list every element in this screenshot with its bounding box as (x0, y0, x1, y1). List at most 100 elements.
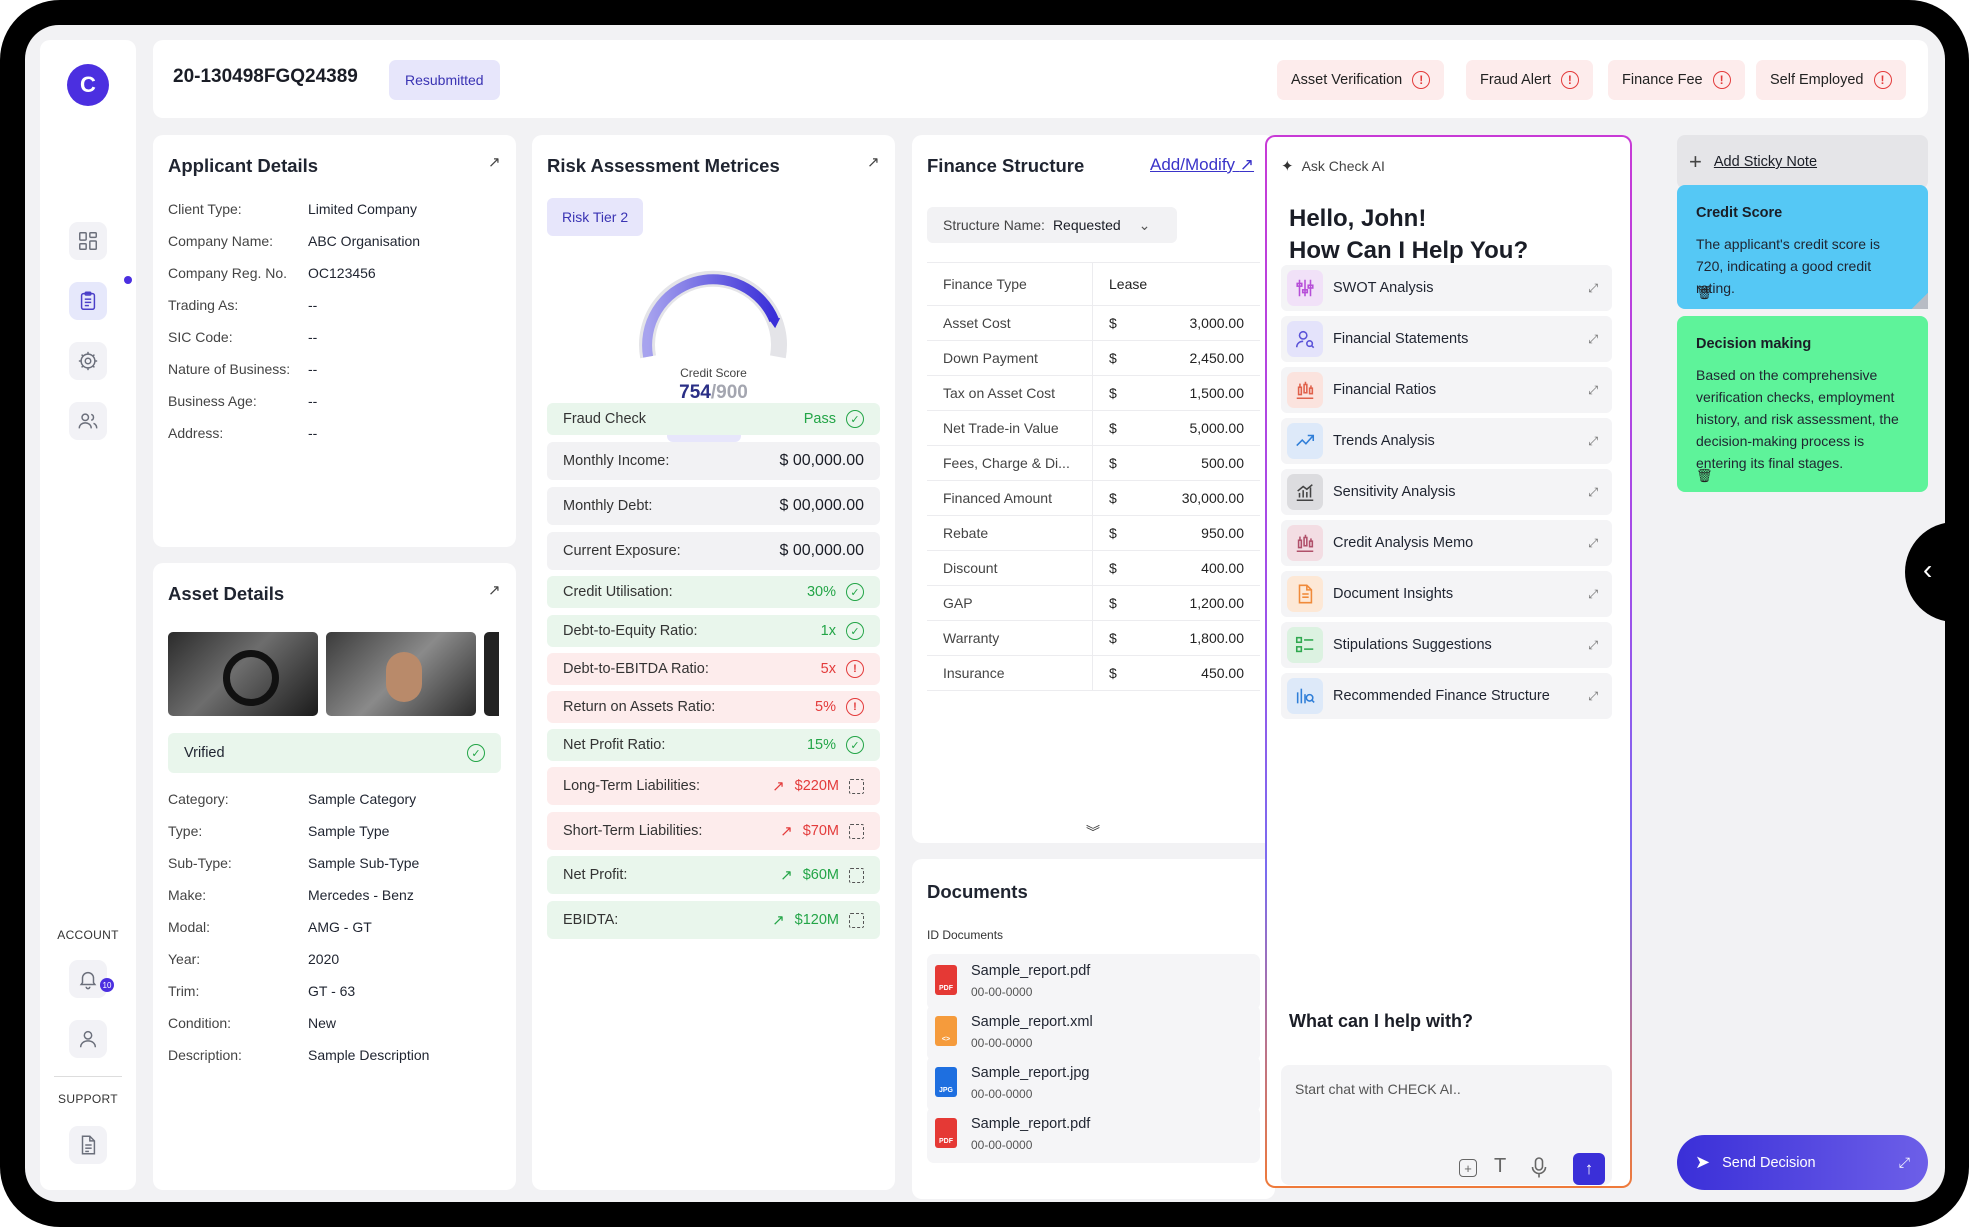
metric-value: ↗ $120M (772, 911, 864, 929)
document-item[interactable]: PDF Sample_report.pdf 00-00-0000 (927, 954, 1260, 1010)
nav-users[interactable] (69, 402, 107, 440)
asset-photo-key[interactable] (326, 632, 476, 716)
expand-icon[interactable]: ⤢ (1588, 280, 1598, 295)
alert-fraud[interactable]: Fraud Alert! (1466, 60, 1593, 100)
alert-asset-verification[interactable]: Asset Verification! (1277, 60, 1445, 100)
nav-dashboard[interactable] (69, 222, 107, 260)
applicant-details-title: Applicant Details (168, 155, 319, 176)
ai-action-item[interactable]: Stipulations Suggestions ⤢ (1281, 622, 1612, 668)
finance-row-value: 1,200.00 (1189, 595, 1245, 611)
asset-photo-interior[interactable] (168, 632, 318, 716)
nav-notifications[interactable] (69, 960, 107, 998)
sticky-note[interactable]: Credit Score The applicant's credit score… (1677, 185, 1928, 309)
microphone-icon[interactable] (1531, 1157, 1547, 1179)
sticky-note[interactable]: Decision making Based on the comprehensiv… (1677, 316, 1928, 492)
app-logo[interactable]: C (67, 64, 109, 106)
ai-greeting: Hello, John! How Can I Help You? (1289, 203, 1528, 267)
ai-action-item[interactable]: SWOT Analysis ⤢ (1281, 265, 1612, 311)
send-decision-button[interactable]: ➤ Send Decision ⤢ (1677, 1135, 1928, 1190)
metric-label: Monthly Debt: (563, 498, 653, 514)
text-format-icon[interactable]: T (1494, 1155, 1507, 1177)
expand-icon[interactable]: ⤢ (1588, 382, 1598, 397)
nav-profile[interactable] (69, 1020, 107, 1058)
asset-photo-partial[interactable] (484, 632, 499, 716)
finance-row: Rebate $950.00 (927, 516, 1260, 551)
arrow-up-right-icon: ↗ (1239, 155, 1255, 174)
document-item[interactable]: PDF Sample_report.pdf 00-00-0000 (927, 1107, 1260, 1163)
alert-finance-fee[interactable]: Finance Fee! (1608, 60, 1745, 100)
metric-row: Fraud Check Pass ✓ (547, 403, 880, 435)
alert-icon: ! (1560, 71, 1579, 89)
expand-frame-icon[interactable] (849, 912, 864, 928)
add-modify-link[interactable]: Add/Modify ↗ (1150, 155, 1254, 175)
document-item[interactable]: <> Sample_report.xml 00-00-0000 (927, 1005, 1260, 1061)
notification-count-badge: 10 (100, 978, 114, 992)
collapse-panel-tab[interactable]: ‹ (1905, 522, 1945, 622)
expand-arrow-icon[interactable]: ↗ (867, 154, 880, 171)
chat-input-box[interactable]: Start chat with CHECK AI.. + T ↑ (1281, 1065, 1612, 1185)
credit-score-gauge (639, 270, 787, 359)
metric-row: Return on Assets Ratio: 5%! (547, 691, 880, 723)
document-item[interactable]: JPG Sample_report.jpg 00-00-0000 (927, 1056, 1260, 1112)
field-value: -- (308, 361, 318, 377)
support-section-label: SUPPORT (58, 1092, 118, 1106)
metric-value: ↗ $220M (772, 777, 864, 795)
metric-value-text: $120M (794, 912, 839, 928)
expand-frame-icon[interactable] (849, 823, 864, 839)
dashboard-icon (79, 232, 97, 250)
finance-row-value: 450.00 (1201, 665, 1244, 681)
expand-frame-icon[interactable] (849, 778, 864, 794)
trash-icon[interactable]: 🗑 (1696, 468, 1713, 483)
metric-row: Short-Term Liabilities: ↗ $70M (547, 812, 880, 850)
expand-icon[interactable]: ⤢ (1588, 535, 1598, 550)
finance-row: Fees, Charge & Di... $500.00 (927, 446, 1260, 481)
attach-icon[interactable]: + (1459, 1159, 1477, 1177)
expand-icon[interactable]: ⤢ (1588, 433, 1598, 448)
expand-icon[interactable]: ⤢ (1588, 637, 1598, 652)
ai-action-item[interactable]: Trends Analysis ⤢ (1281, 418, 1612, 464)
nav-settings[interactable] (69, 342, 107, 380)
structure-select[interactable]: Structure Name: Requested ⌄ (927, 207, 1177, 243)
expand-arrow-icon[interactable]: ↗ (488, 154, 501, 171)
chat-input-placeholder[interactable]: Start chat with CHECK AI.. (1295, 1081, 1461, 1097)
add-sticky-note-button[interactable]: + Add Sticky Note (1677, 135, 1928, 189)
trash-icon[interactable]: 🗑 (1696, 285, 1713, 300)
ai-action-item[interactable]: Sensitivity Analysis ⤢ (1281, 469, 1612, 515)
ai-action-icon-box (1287, 576, 1323, 612)
finance-row-value: 3,000.00 (1189, 315, 1245, 331)
expand-arrow-icon[interactable]: ↗ (488, 582, 501, 599)
metric-row: Net Profit Ratio: 15% ✓ (547, 729, 880, 761)
top-header: 20-130498FGQ24389 Resubmitted Asset Veri… (153, 40, 1928, 118)
finance-row-currency: $ (1109, 455, 1117, 471)
expand-more-icon[interactable]: ︾ (1086, 824, 1100, 840)
expand-frame-icon[interactable] (849, 867, 864, 883)
field-value: Sample Description (308, 1047, 430, 1063)
send-message-button[interactable]: ↑ (1573, 1153, 1605, 1185)
field-label: Client Type: (168, 201, 242, 217)
finance-row-label: GAP (927, 586, 1093, 620)
field-value: Limited Company (308, 201, 417, 217)
alert-self-employed[interactable]: Self Employed! (1756, 60, 1906, 100)
metric-value: 5%! (815, 698, 864, 716)
field-label: Sub-Type: (168, 855, 232, 871)
field-value: -- (308, 297, 318, 313)
sticky-note-title: Decision making (1696, 336, 1812, 352)
expand-icon[interactable]: ⤢ (1588, 586, 1598, 601)
document-icon (1298, 584, 1313, 604)
expand-icon[interactable]: ⤢ (1588, 331, 1598, 346)
metric-value-text: $ 00,000.00 (779, 542, 864, 559)
ai-action-item[interactable]: Document Insights ⤢ (1281, 571, 1612, 617)
metric-value: ↗ $60M (780, 866, 864, 884)
ai-action-item[interactable]: Credit Analysis Memo ⤢ (1281, 520, 1612, 566)
document-name: Sample_report.xml (971, 1014, 1093, 1030)
nav-support-docs[interactable] (69, 1126, 107, 1164)
expand-icon[interactable]: ⤢ (1898, 1154, 1910, 1170)
ai-action-item[interactable]: Financial Ratios ⤢ (1281, 367, 1612, 413)
nav-applications[interactable] (69, 282, 107, 320)
ai-action-item[interactable]: Recommended Finance Structure ⤢ (1281, 673, 1612, 719)
finance-row: Asset Cost $3,000.00 (927, 306, 1260, 341)
expand-icon[interactable]: ⤢ (1588, 688, 1598, 703)
expand-icon[interactable]: ⤢ (1588, 484, 1598, 499)
ai-action-item[interactable]: Financial Statements ⤢ (1281, 316, 1612, 362)
status-badge: Resubmitted (389, 60, 500, 100)
